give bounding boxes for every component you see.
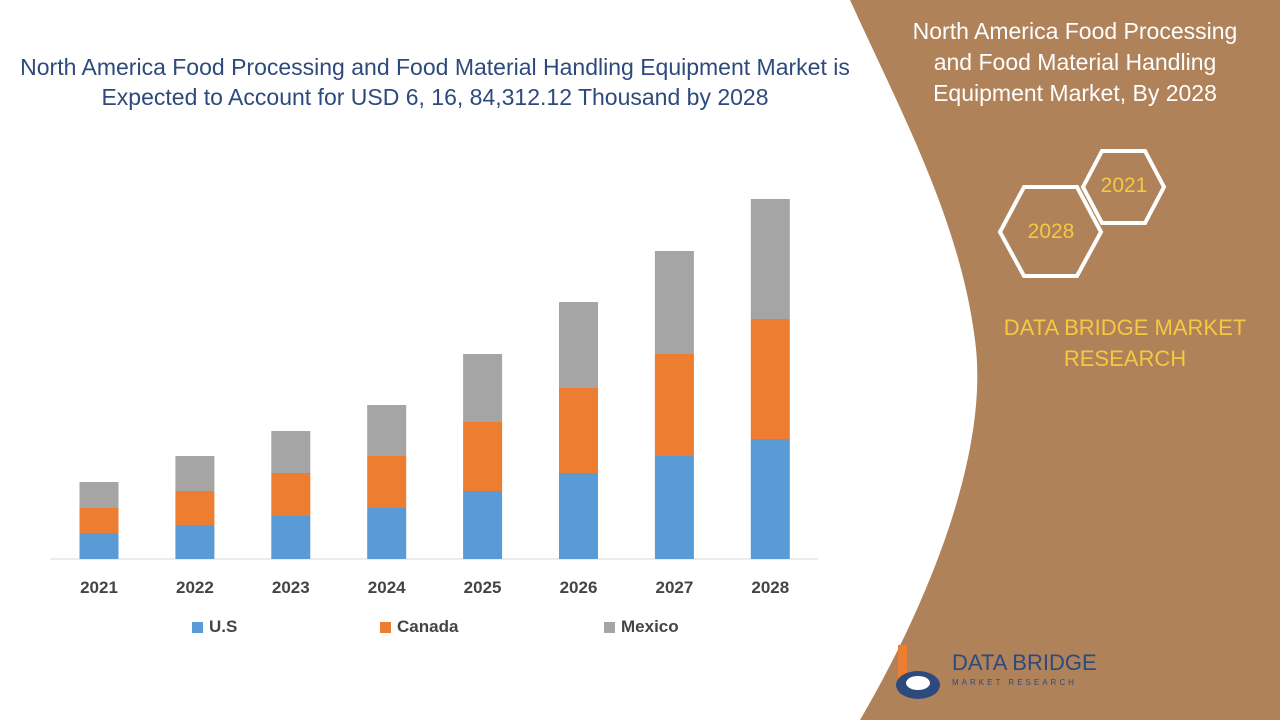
bar-us-2021: [79, 533, 119, 559]
chart: 2021 2022 2023 2024 2025 2026 2027 2028: [50, 199, 818, 597]
bar-canada-2023: [271, 473, 311, 516]
bar-mexico-2024: [367, 405, 407, 456]
brand-name: DATA BRIDGE MARKET RESEARCH: [1003, 315, 1247, 371]
legend-canada: Canada: [380, 617, 458, 637]
bar-us-2026: [559, 473, 598, 559]
chart-title: North America Food Processing and Food M…: [20, 54, 850, 110]
bar-us-2022: [175, 525, 215, 559]
bar-us-2027: [654, 456, 694, 559]
bar-mexico-2025: [463, 354, 503, 422]
legend-label-us: U.S: [209, 617, 238, 636]
bar-canada-2021: [79, 508, 119, 533]
legend-swatch-canada: [380, 621, 391, 633]
logo-name: DATA BRIDGE: [952, 650, 1097, 675]
bar-us-2023: [271, 516, 311, 559]
bar-mexico-2022: [175, 456, 215, 491]
logo-icon: [896, 645, 940, 699]
legend-swatch-mexico: [604, 621, 615, 633]
bar-us-2028: [750, 439, 790, 559]
bar-canada-2022: [175, 491, 215, 525]
hex-label-2021: 2021: [1100, 174, 1148, 197]
x-tick-label: 2022: [176, 578, 214, 597]
bar-mexico-2028: [750, 199, 790, 319]
x-tick-label: 2026: [560, 578, 598, 597]
bar-canada-2026: [559, 388, 598, 473]
bar-canada-2025: [463, 422, 503, 491]
bar-canada-2024: [367, 456, 407, 508]
legend-swatch-us: [192, 621, 203, 633]
hex-2028: [997, 185, 1104, 278]
legend-label-mexico: Mexico: [621, 617, 679, 636]
side-panel: [850, 0, 1280, 720]
logo-tagline: MARKET RESEARCH: [952, 678, 1077, 687]
bar-mexico-2021: [79, 482, 119, 508]
bar-canada-2028: [750, 319, 790, 439]
legend-us: U.S: [192, 617, 237, 637]
bar-mexico-2023: [271, 431, 311, 473]
bar-us-2025: [463, 491, 503, 559]
hex-label-2028: 2028: [1027, 220, 1075, 243]
x-tick-label: 2021: [80, 578, 118, 597]
bar-us-2024: [367, 508, 407, 559]
side-panel-title: North America Food Processing and Food M…: [912, 18, 1238, 106]
hex-2021: [1080, 149, 1167, 225]
legend-mexico: Mexico: [604, 617, 679, 637]
x-tick-label: 2027: [655, 578, 693, 597]
x-tick-label: 2023: [272, 578, 310, 597]
legend-label-canada: Canada: [397, 617, 459, 636]
bar-mexico-2026: [559, 302, 598, 388]
x-tick-label: 2024: [368, 578, 406, 597]
bar-canada-2027: [654, 354, 694, 456]
bar-mexico-2027: [654, 251, 694, 354]
x-tick-label: 2025: [464, 578, 502, 597]
x-tick-label: 2028: [751, 578, 789, 597]
